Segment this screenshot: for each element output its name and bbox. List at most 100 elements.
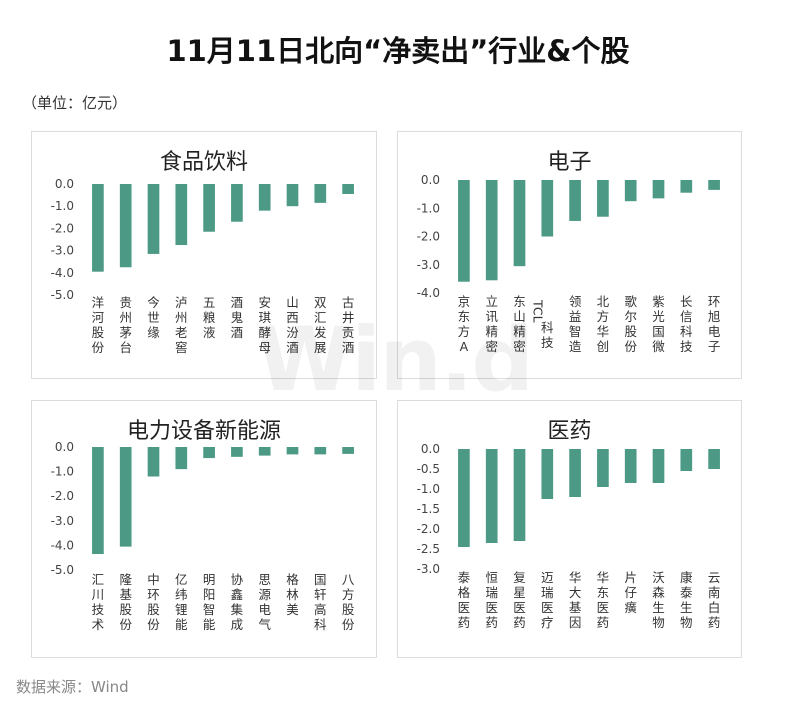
svg-text:医: 医 xyxy=(458,600,471,615)
y-tick-label: -2.5 xyxy=(417,542,440,556)
svg-text:医: 医 xyxy=(597,600,610,615)
svg-text:白: 白 xyxy=(708,600,721,615)
svg-text:隆: 隆 xyxy=(119,572,132,587)
svg-text:发: 发 xyxy=(314,325,327,340)
svg-text:鑫: 鑫 xyxy=(231,587,244,602)
bar-chart-pharma: 0.0-0.5-1.0-1.5-2.0-2.5-3.0泰格医药恒瑞医药复星医药迈… xyxy=(417,442,721,630)
bar xyxy=(203,184,215,232)
svg-text:窖: 窖 xyxy=(175,340,188,355)
bar xyxy=(513,180,526,267)
svg-text:州: 州 xyxy=(175,310,188,325)
bar xyxy=(342,447,354,454)
svg-text:东: 东 xyxy=(458,309,471,324)
svg-text:鬼: 鬼 xyxy=(231,310,244,325)
bar xyxy=(485,180,498,281)
svg-text:药: 药 xyxy=(597,615,610,630)
svg-text:药: 药 xyxy=(458,615,471,630)
svg-text:益: 益 xyxy=(569,309,582,324)
svg-text:北: 北 xyxy=(597,294,610,309)
bar xyxy=(513,449,526,541)
svg-text:世: 世 xyxy=(147,310,160,325)
y-tick-label: -3.0 xyxy=(417,258,440,272)
svg-text:酒: 酒 xyxy=(342,340,355,355)
bar xyxy=(708,449,720,469)
bar-chart-power-new-energy: 0.0-1.0-2.0-3.0-4.0-5.0汇川技术隆基股份中环股份亿纬锂能明… xyxy=(51,440,355,632)
svg-text:协: 协 xyxy=(231,572,244,587)
bar xyxy=(286,184,299,207)
svg-text:方: 方 xyxy=(342,587,355,602)
bar xyxy=(458,449,470,547)
y-tick-label: 0.0 xyxy=(55,177,74,191)
bar xyxy=(597,449,609,487)
svg-text:股: 股 xyxy=(92,325,105,340)
chart-panel-electronics: 电子 0.0 -1.0 -2.0 -3.0 -4.0 京东方 A 立讯精密东山精密 TCL 科技领… xyxy=(397,131,742,379)
svg-text:物: 物 xyxy=(652,615,665,630)
bar xyxy=(147,184,160,254)
svg-text:酒: 酒 xyxy=(231,325,244,340)
svg-text:汇: 汇 xyxy=(314,310,327,325)
svg-text:明: 明 xyxy=(203,572,216,587)
y-tick-label: -3.0 xyxy=(417,562,440,576)
bar xyxy=(92,447,104,555)
svg-text:中: 中 xyxy=(147,572,160,587)
chart-panel-food-beverage: 食品饮料 0.0 -1.0 -2.0 -3.0 -4.0 -5.0 洋河股份贵州茅台今世缘泸… xyxy=(31,131,377,379)
chart-panel-pharma: 医药 0.0 -0.5 -1.0 -1.5 -2.0 -2.5 -3.0 泰格医药恒瑞医药复星… xyxy=(397,400,742,658)
svg-text:河: 河 xyxy=(92,310,105,325)
svg-text:生: 生 xyxy=(680,600,693,615)
svg-text:云: 云 xyxy=(708,570,721,585)
svg-text:智: 智 xyxy=(569,324,582,339)
bar xyxy=(624,449,637,483)
svg-text:信: 信 xyxy=(680,309,693,324)
svg-text:气: 气 xyxy=(258,617,271,632)
svg-text:TCL: TCL xyxy=(530,299,545,323)
svg-text:密: 密 xyxy=(485,339,498,354)
y-tick-label: -1.0 xyxy=(417,482,440,496)
svg-text:酒: 酒 xyxy=(286,340,299,355)
category-label: 片仔癀 xyxy=(624,570,637,615)
svg-text:八: 八 xyxy=(342,572,355,587)
svg-text:恒: 恒 xyxy=(485,570,498,585)
svg-text:医: 医 xyxy=(485,600,498,615)
y-tick-label: -3.0 xyxy=(51,244,74,258)
y-tick-label: -0.5 xyxy=(417,462,440,476)
bar xyxy=(485,449,498,543)
svg-text:五: 五 xyxy=(203,295,216,310)
svg-text:轩: 轩 xyxy=(314,587,327,602)
svg-text:格: 格 xyxy=(286,572,299,587)
y-tick-label: -1.0 xyxy=(51,465,74,479)
bar xyxy=(680,449,693,471)
svg-text:股: 股 xyxy=(342,602,355,617)
svg-text:今: 今 xyxy=(147,295,160,310)
svg-text:癀: 癀 xyxy=(624,600,637,615)
svg-text:格: 格 xyxy=(458,585,471,600)
y-tick-label: -5.0 xyxy=(51,563,74,577)
svg-text:股: 股 xyxy=(119,602,132,617)
svg-text:泰: 泰 xyxy=(680,585,693,600)
svg-text:方: 方 xyxy=(597,309,610,324)
svg-text:精: 精 xyxy=(485,324,498,339)
svg-text:A: A xyxy=(460,339,469,354)
bar xyxy=(342,184,354,194)
svg-text:生: 生 xyxy=(652,600,665,615)
bar xyxy=(541,180,554,237)
svg-text:份: 份 xyxy=(119,617,132,632)
svg-text:光: 光 xyxy=(652,309,665,324)
svg-text:技: 技 xyxy=(541,335,554,350)
svg-text:讯: 讯 xyxy=(485,309,498,324)
y-tick-label: -2.0 xyxy=(417,522,440,536)
y-tick-label: -4.0 xyxy=(417,286,440,300)
svg-text:精: 精 xyxy=(513,324,526,339)
svg-text:茅: 茅 xyxy=(119,325,132,340)
svg-text:医: 医 xyxy=(513,600,526,615)
